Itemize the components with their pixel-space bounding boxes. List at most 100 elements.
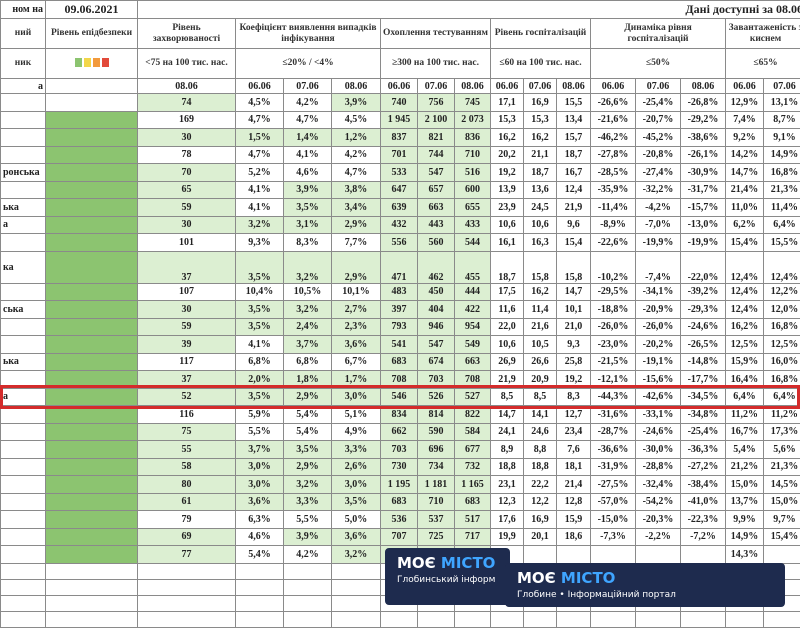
value-cell: -14,8% <box>681 353 726 371</box>
value-cell: 74 <box>138 94 236 112</box>
table-row: ник<75 на 100 тис. нас.≤20% / <4%≥300 на… <box>1 49 800 79</box>
value-cell: 1,8% <box>284 371 332 389</box>
value-cell: 15,5 <box>557 94 591 112</box>
empty-cell <box>332 579 381 595</box>
value-cell: -27,5% <box>591 476 636 494</box>
watermark-sub: Глобине • Інформаційний портал <box>517 590 773 600</box>
value-cell: 2 073 <box>455 111 491 129</box>
region-label <box>1 336 46 354</box>
region-label <box>1 458 46 476</box>
value-cell: 15,9% <box>726 353 764 371</box>
region-label <box>1 406 46 424</box>
epid-level <box>46 511 138 529</box>
value-cell: 740 <box>381 94 418 112</box>
epid-level <box>46 301 138 319</box>
value-cell: 30 <box>138 216 236 234</box>
value-cell: 15,0% <box>726 476 764 494</box>
value-cell <box>681 546 726 564</box>
empty-cell <box>138 563 236 579</box>
value-cell: 4,1% <box>236 336 284 354</box>
value-cell: -28,5% <box>591 164 636 182</box>
value-cell: 4,1% <box>284 146 332 164</box>
date: 08.06 <box>138 79 236 94</box>
value-cell: 16,4% <box>726 371 764 389</box>
value-cell: 3,5% <box>284 441 332 459</box>
value-cell: 26,6 <box>524 353 557 371</box>
value-cell: 730 <box>381 458 418 476</box>
value-cell: -19,1% <box>636 353 681 371</box>
value-cell: 18,7 <box>491 251 524 283</box>
value-cell: 13,6 <box>524 181 557 199</box>
value-cell: 837 <box>381 129 418 147</box>
value-cell: 16,2 <box>491 129 524 147</box>
value-cell: 80 <box>138 476 236 494</box>
value-cell <box>764 546 800 564</box>
value-cell: 21,4% <box>726 181 764 199</box>
value-cell: -27,8% <box>591 146 636 164</box>
value-cell: 8,5 <box>524 388 557 406</box>
value-cell: 12,4% <box>726 301 764 319</box>
value-cell: 10,6 <box>491 336 524 354</box>
value-cell: -46,2% <box>591 129 636 147</box>
value-cell: -27,4% <box>636 164 681 182</box>
value-cell: 14,9% <box>764 146 800 164</box>
value-cell: 822 <box>455 406 491 424</box>
availability-note: Дані доступні за 08.06 <box>138 1 800 19</box>
value-cell: 14,3% <box>726 546 764 564</box>
empty-cell <box>284 595 332 611</box>
epid-level <box>46 283 138 301</box>
empty-cell <box>726 611 764 627</box>
value-cell: 946 <box>418 318 455 336</box>
value-cell: 1,2% <box>332 129 381 147</box>
value-cell: 21,3% <box>764 458 800 476</box>
empty-cell <box>1 563 46 579</box>
empty-cell <box>764 611 800 627</box>
value-cell: 30 <box>138 129 236 147</box>
value-cell: 18,6 <box>557 528 591 546</box>
value-cell: 11,2% <box>764 406 800 424</box>
value-cell: -25,4% <box>681 423 726 441</box>
value-cell: 4,6% <box>284 164 332 182</box>
value-cell: -20,3% <box>636 511 681 529</box>
empty-cell <box>1 579 46 595</box>
value-cell: -11,4% <box>591 199 636 217</box>
value-cell: 422 <box>455 301 491 319</box>
value-cell: 2,9% <box>284 388 332 406</box>
value-cell: 79 <box>138 511 236 529</box>
value-cell: 526 <box>418 388 455 406</box>
value-cell: 708 <box>381 371 418 389</box>
value-cell: 9,6 <box>557 216 591 234</box>
value-cell: 701 <box>381 146 418 164</box>
value-cell: 541 <box>381 336 418 354</box>
value-cell: 8,5 <box>491 388 524 406</box>
epid-header: Рівень епідбезпеки <box>46 19 138 49</box>
value-cell: 5,4% <box>726 441 764 459</box>
region-label <box>1 234 46 252</box>
value-cell: -10,2% <box>591 251 636 283</box>
value-cell: 3,5% <box>236 388 284 406</box>
value-cell: 516 <box>455 164 491 182</box>
value-cell: 3,0% <box>236 476 284 494</box>
epid-level <box>46 129 138 147</box>
value-cell: -31,7% <box>681 181 726 199</box>
value-cell: 647 <box>381 181 418 199</box>
value-cell: 432 <box>381 216 418 234</box>
value-cell: 455 <box>455 251 491 283</box>
value-cell: 39 <box>138 336 236 354</box>
value-cell: 3,8% <box>332 181 381 199</box>
value-cell: 3,9% <box>284 181 332 199</box>
corner: ном на <box>1 1 46 19</box>
value-cell: 549 <box>455 336 491 354</box>
value-cell: 15,4% <box>726 234 764 252</box>
value-cell: 1,4% <box>284 129 332 147</box>
value-cell: 954 <box>455 318 491 336</box>
value-cell: 69 <box>138 528 236 546</box>
value-cell: 450 <box>418 283 455 301</box>
value-cell: 11,4% <box>764 199 800 217</box>
region-label <box>1 511 46 529</box>
value-cell: 3,2% <box>236 216 284 234</box>
value-cell: 6,3% <box>236 511 284 529</box>
